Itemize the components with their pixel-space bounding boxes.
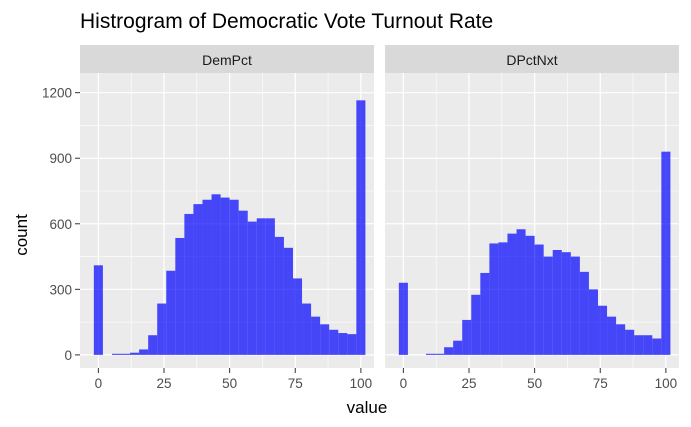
y-tick-label: 600	[49, 217, 72, 232]
y-tick-label: 0	[64, 348, 72, 363]
histogram-bar	[453, 340, 463, 355]
histogram-bar	[311, 316, 321, 355]
histogram-bar	[93, 265, 103, 355]
histogram-bar	[543, 256, 553, 355]
histogram-bar	[588, 289, 598, 355]
y-tick-label: 900	[49, 151, 72, 166]
y-tick-label: 300	[49, 282, 72, 297]
histogram-bar	[570, 256, 580, 355]
facet-strip-label: DemPct	[202, 52, 252, 68]
histogram-bar	[247, 221, 257, 355]
histogram-bar	[121, 353, 131, 355]
y-axis-title: count	[12, 214, 31, 256]
histogram-bar	[157, 303, 167, 355]
histogram-bar	[579, 271, 589, 355]
histogram-bar	[498, 242, 508, 355]
histogram-bar	[643, 335, 653, 355]
chart-title: Histrogram of Democratic Vote Turnout Ra…	[80, 10, 493, 33]
histogram-bar	[139, 349, 149, 355]
histogram-bar	[634, 335, 644, 355]
histogram-bar	[202, 199, 212, 355]
histogram-bar	[597, 305, 608, 355]
histogram-bar	[338, 333, 348, 355]
histogram-bar	[516, 229, 526, 355]
histogram-bar	[274, 236, 284, 355]
facet-strip	[385, 45, 679, 73]
histogram-bar	[292, 278, 303, 355]
facet-strip	[80, 45, 374, 73]
histogram-bar	[435, 353, 445, 355]
y-axis: 0 300 600 900 1200	[42, 86, 80, 363]
histogram-bar	[534, 244, 544, 355]
histogram-bar	[398, 282, 408, 355]
histogram-bar	[661, 151, 671, 355]
histogram-bar	[356, 100, 366, 355]
x-tick-label: 25	[156, 376, 171, 391]
histogram-bar	[283, 247, 293, 355]
histogram-bar	[347, 334, 357, 355]
histogram-bar	[238, 210, 248, 355]
facet-panel: DemPct 0 25 50 75 100	[80, 45, 374, 391]
histogram-bar	[184, 213, 194, 355]
histogram-bar	[426, 353, 436, 355]
histogram-bar	[462, 319, 472, 355]
histogram-bar	[256, 218, 266, 355]
histogram-bar	[220, 197, 230, 355]
histogram-bar	[302, 303, 312, 355]
histogram-bar	[229, 199, 239, 355]
x-axis-title: value	[347, 398, 388, 417]
histogram-bar	[561, 252, 571, 355]
histogram-bar	[193, 204, 203, 355]
x-tick-label: 0	[400, 376, 408, 391]
histogram-bar	[329, 329, 339, 355]
x-tick-label: 75	[288, 376, 303, 391]
x-tick-label: 100	[350, 376, 373, 391]
x-tick-label: 0	[95, 376, 103, 391]
histogram-bar	[616, 324, 626, 355]
histogram-bar	[211, 194, 221, 355]
histogram-bar	[471, 294, 481, 355]
facet-strip-label: DPctNxt	[506, 52, 557, 68]
histogram-bar	[480, 272, 490, 355]
facet-panel: DPctNxt 0 25 50 75 100	[385, 45, 679, 391]
histogram-bar	[148, 335, 158, 355]
histogram-bar	[130, 352, 140, 355]
histogram-bar	[444, 347, 454, 355]
facet-panels: DemPct 0 25 50 75 100 DPctNxt 0 25 50 75 100	[80, 45, 679, 391]
histogram-bar	[507, 233, 517, 355]
histogram-bar	[552, 250, 562, 355]
histogram-bar	[111, 353, 122, 355]
histogram-bar	[489, 243, 499, 355]
histogram-bar	[525, 235, 535, 355]
y-tick-label: 1200	[42, 86, 72, 101]
x-tick-label: 50	[527, 376, 542, 391]
x-tick-label: 25	[461, 376, 476, 391]
histogram-bar	[625, 329, 635, 355]
histogram-bar	[166, 270, 176, 355]
x-tick-label: 50	[222, 376, 237, 391]
histogram-bar	[607, 316, 617, 355]
x-tick-label: 75	[593, 376, 608, 391]
histogram-bar	[320, 324, 330, 355]
histogram-bar	[652, 338, 662, 355]
histogram-bar	[265, 218, 275, 355]
histogram-bar	[175, 237, 185, 355]
x-tick-label: 100	[655, 376, 678, 391]
